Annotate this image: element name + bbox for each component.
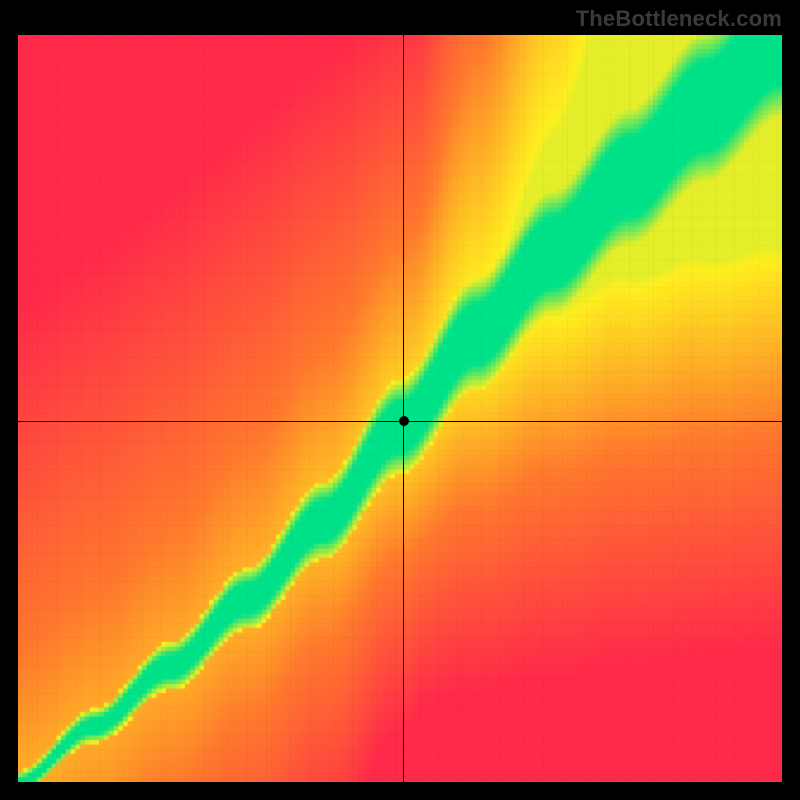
crosshair-vertical bbox=[403, 35, 404, 782]
chart-container: TheBottleneck.com bbox=[0, 0, 800, 800]
watermark-text: TheBottleneck.com bbox=[576, 6, 782, 32]
plot-area bbox=[18, 35, 782, 782]
crosshair-marker bbox=[399, 416, 409, 426]
heatmap-canvas bbox=[18, 35, 782, 782]
